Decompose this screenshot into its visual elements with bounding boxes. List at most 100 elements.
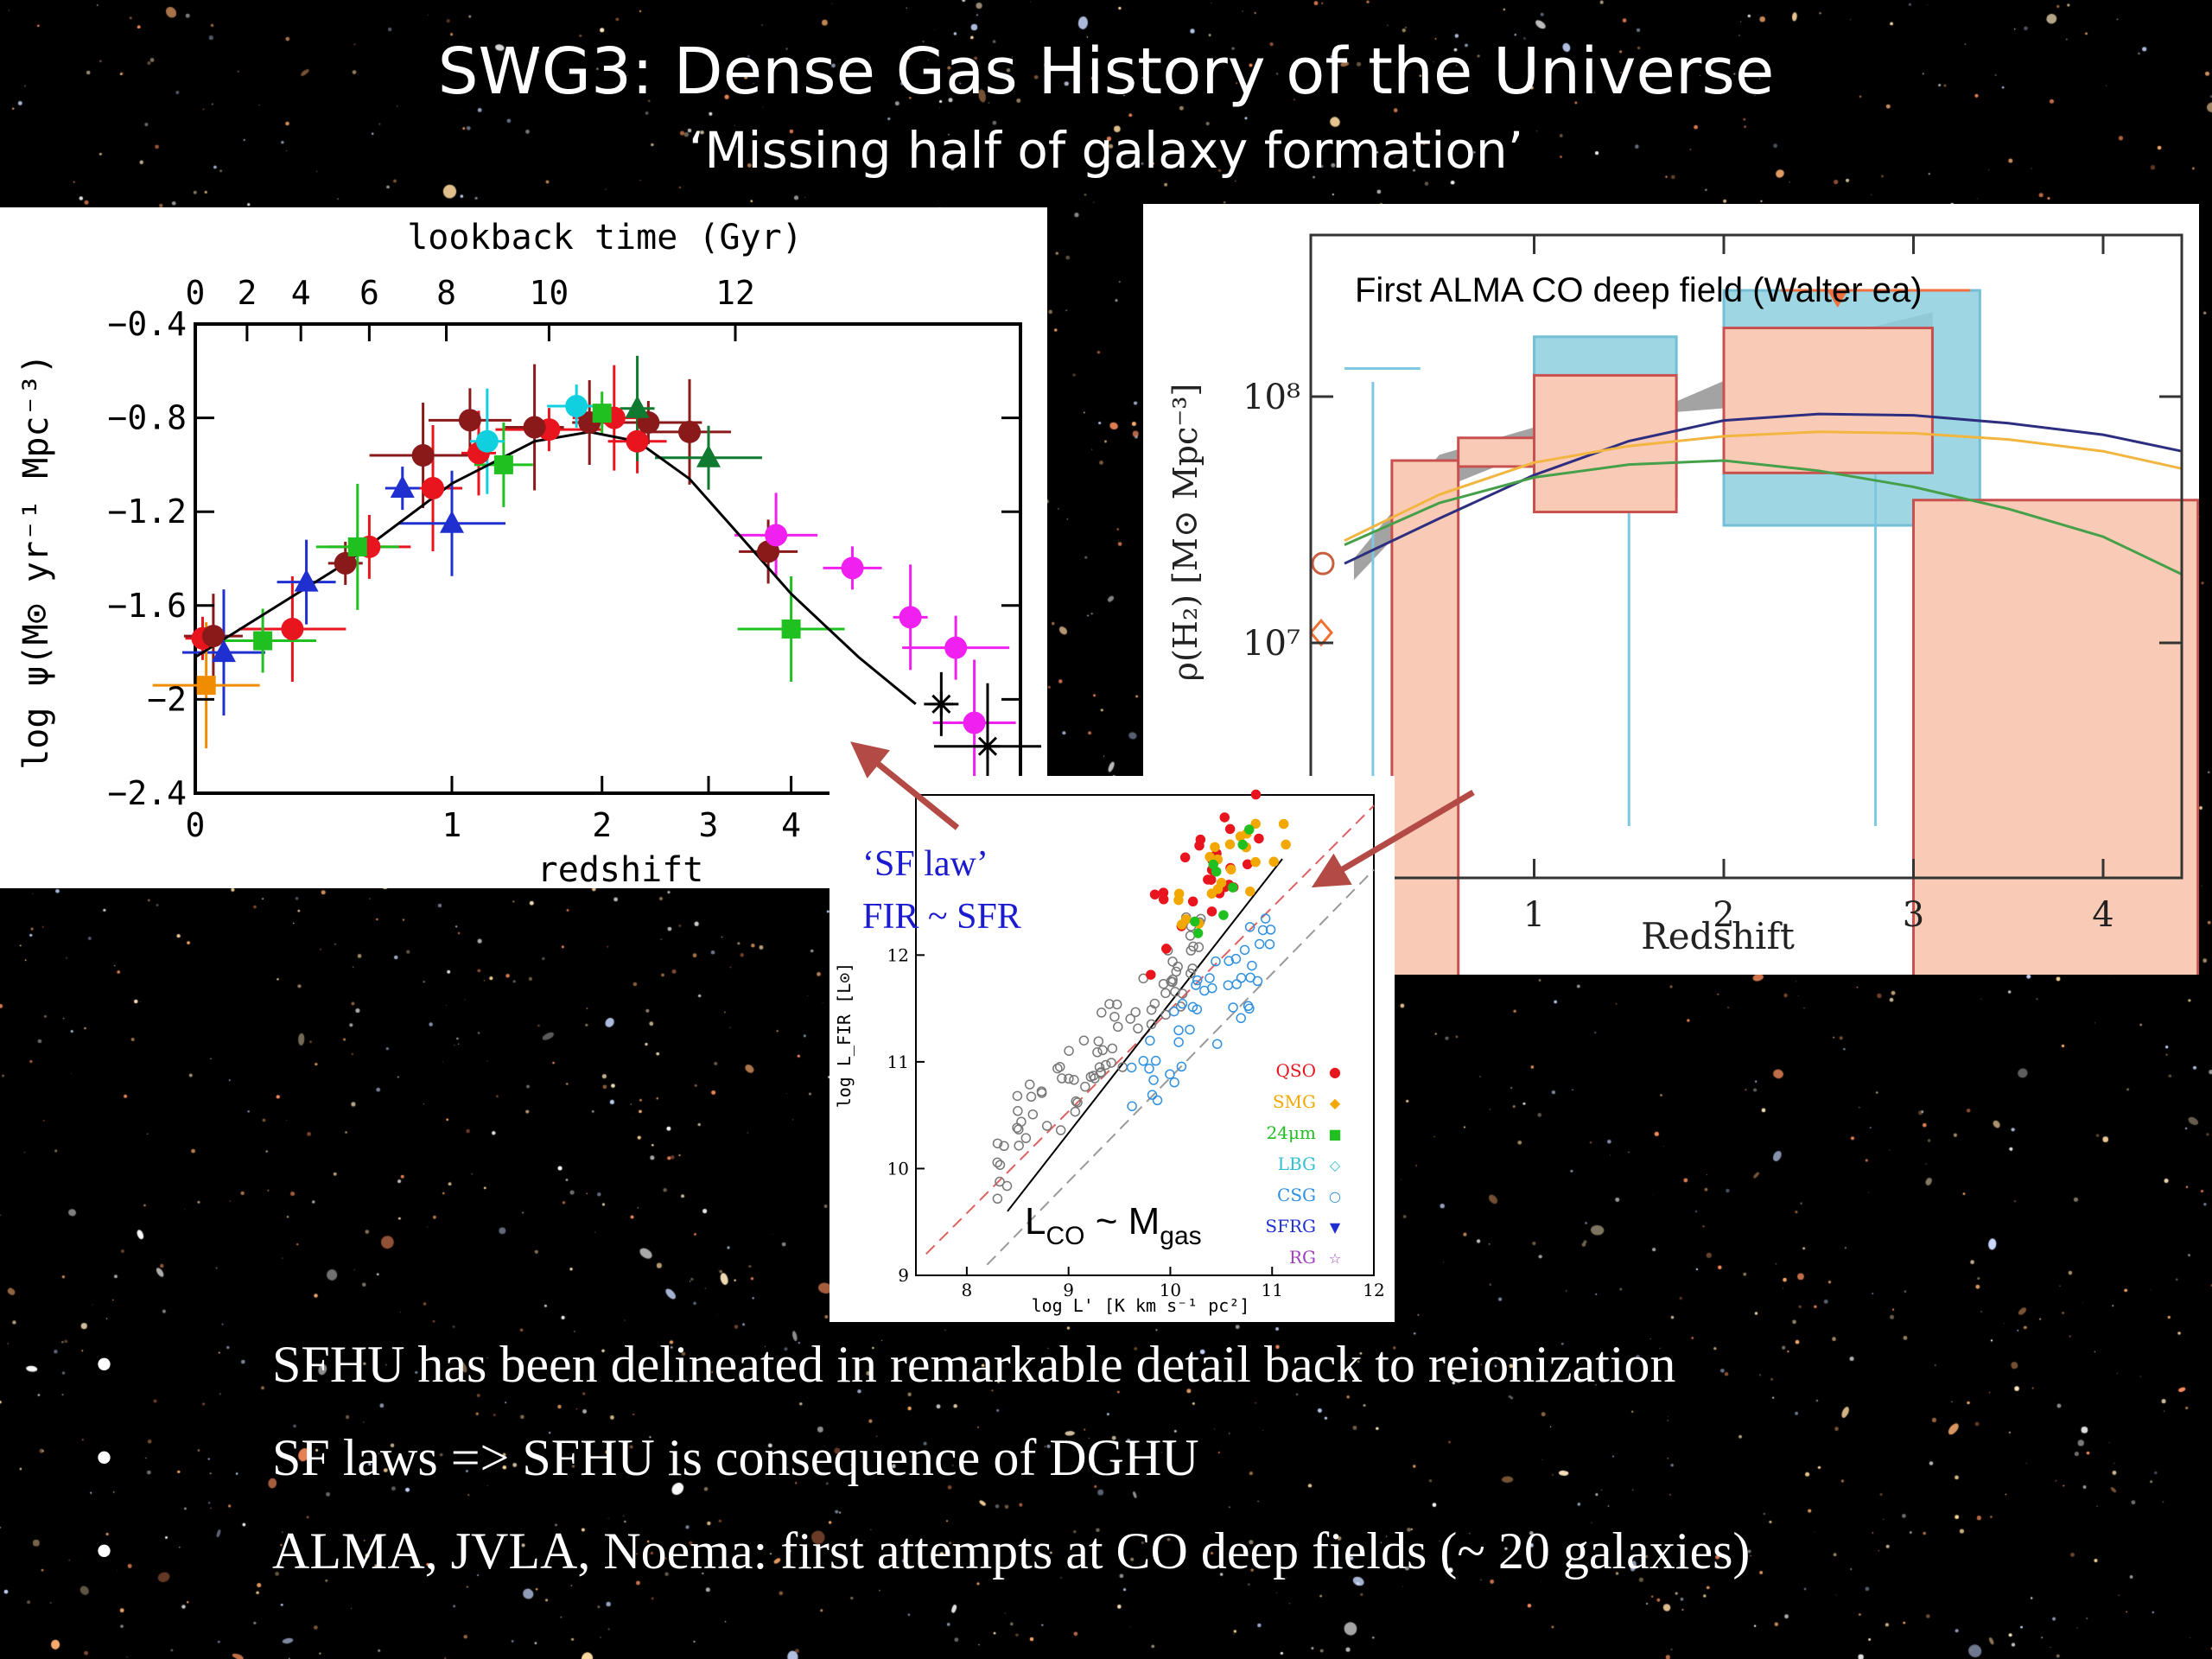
legend-label: CSG — [1277, 1185, 1316, 1205]
data-point — [1192, 928, 1204, 938]
data-point — [1180, 914, 1192, 925]
data-point — [1069, 1075, 1079, 1085]
data-point — [1130, 1007, 1141, 1018]
bullet-marker: • — [95, 1336, 114, 1393]
slide-subtitle: ‘Missing half of galaxy formation’ — [688, 121, 1524, 180]
top-tick-label: 2 — [237, 274, 257, 312]
data-point — [1173, 961, 1183, 972]
x-tick-label: 1 — [1523, 895, 1545, 935]
data-point — [1055, 1125, 1066, 1135]
y-tick-label: 10⁸ — [1243, 378, 1300, 417]
data-point — [1025, 1079, 1035, 1090]
data-point — [1190, 916, 1200, 927]
data-point — [1205, 874, 1217, 885]
data-point — [1026, 1091, 1037, 1103]
x-tick-label: 2 — [592, 806, 612, 844]
data-point — [1078, 1035, 1090, 1046]
y-tick-label: −0.8 — [107, 399, 187, 437]
data-point — [1027, 1109, 1039, 1120]
top-tick-label: 8 — [436, 274, 456, 312]
data-point — [1109, 1011, 1120, 1022]
data-point — [1148, 1075, 1159, 1085]
fir-sfr-label: FIR ~ SFR — [862, 897, 1021, 937]
red-box — [1722, 327, 1934, 474]
data-point — [294, 569, 319, 592]
data-point — [992, 1157, 1002, 1168]
h2-density-chart: 1 2 3 4 10⁸ 10⁷ First ALMA CO deep field (Wal… — [1166, 233, 2199, 975]
top-tick-label: 4 — [291, 274, 311, 312]
data-point — [1260, 913, 1271, 924]
bullet-text: ALMA, JVLA, Noema: first attempts at CO … — [272, 1522, 1751, 1580]
data-point — [678, 420, 702, 443]
data-point — [1144, 1064, 1154, 1074]
data-point — [1245, 886, 1255, 897]
data-point — [1265, 925, 1276, 935]
data-point — [1177, 998, 1188, 1009]
data-point — [1185, 968, 1196, 979]
legend-marker: ○ — [1329, 1188, 1341, 1205]
data-point — [1210, 842, 1220, 853]
data-point — [1093, 1036, 1104, 1046]
data-point — [1057, 1073, 1067, 1084]
y-tick-label: −2 — [147, 680, 187, 718]
data-point — [1020, 1133, 1032, 1143]
sf-law-chart-panel: 8 9 10 11 12 9 10 11 12 QSO ● SMG ◆ 24μm ■ LBG ◇ CSG ○ SFR… — [830, 776, 1395, 1322]
data-point — [963, 711, 986, 734]
legend-label: 24μm — [1267, 1122, 1316, 1143]
data-point — [1257, 925, 1268, 936]
data-point — [1173, 894, 1184, 906]
legend-marker: ● — [1329, 1064, 1341, 1080]
data-point — [1173, 1025, 1184, 1036]
bullet-marker: • — [95, 1522, 114, 1580]
data-point — [1264, 939, 1275, 950]
data-point — [1205, 973, 1215, 983]
data-point — [1225, 864, 1236, 875]
data-point — [929, 691, 954, 716]
data-point — [1192, 975, 1203, 986]
data-point — [1250, 818, 1261, 830]
top-axis-label: lookback time (Gyr) — [407, 218, 803, 257]
upper-limit-marker — [1827, 290, 1848, 308]
data-point — [781, 619, 801, 639]
top-tick-label: 0 — [186, 274, 206, 312]
data-point — [1096, 1007, 1107, 1018]
data-point — [1147, 1090, 1158, 1100]
x-tick-label: 1 — [442, 806, 462, 844]
x-tick-label: 0 — [186, 806, 206, 844]
data-point — [1149, 889, 1160, 899]
local-point — [1311, 551, 1335, 575]
model-curve — [1344, 430, 2183, 543]
y-tick-label: 11 — [887, 1052, 909, 1072]
data-point — [422, 477, 445, 500]
local-point — [1309, 618, 1333, 647]
x-tick-label: 12 — [1363, 1280, 1384, 1300]
data-point — [992, 1193, 1003, 1205]
data-point — [1187, 896, 1198, 907]
legend-marker: ■ — [1328, 1126, 1341, 1142]
legend-label: SFRG — [1265, 1216, 1316, 1236]
data-point — [1206, 906, 1217, 917]
data-point — [1133, 1023, 1143, 1034]
data-point — [1227, 882, 1238, 893]
data-point — [1237, 839, 1248, 850]
data-point — [1125, 1014, 1135, 1024]
data-point — [1106, 1058, 1116, 1068]
data-point — [625, 395, 650, 418]
legend-marker: ◇ — [1330, 1157, 1341, 1173]
x-axis-label: log L' [K km s⁻¹ pc²] — [1032, 1295, 1250, 1316]
data-point — [493, 454, 513, 474]
data-point — [1179, 852, 1191, 863]
data-point — [1146, 1019, 1157, 1030]
data-point — [1176, 1061, 1187, 1072]
data-point — [334, 551, 357, 575]
data-point — [1036, 1086, 1047, 1096]
data-point — [995, 1160, 1006, 1170]
data-point — [440, 510, 464, 533]
data-point — [1169, 1006, 1179, 1017]
x-tick-label: 3 — [1903, 895, 1924, 935]
data-point — [1173, 1037, 1184, 1047]
legend-label: LBG — [1278, 1154, 1316, 1174]
legend-label: SMG — [1273, 1091, 1316, 1112]
data-point — [944, 636, 968, 659]
data-point — [1212, 884, 1224, 894]
